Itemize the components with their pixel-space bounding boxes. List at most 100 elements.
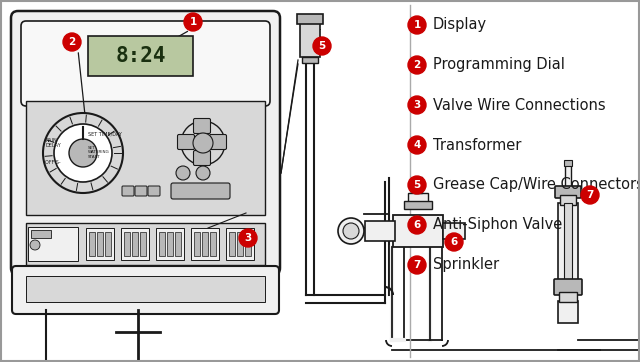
Bar	[300, 22, 320, 57]
Text: SET
WATERING
START: SET WATERING START	[88, 146, 109, 159]
Bar	[443, 223, 465, 239]
Text: 7: 7	[413, 260, 420, 270]
Bar	[26, 276, 265, 302]
Circle shape	[69, 139, 97, 167]
Circle shape	[30, 240, 40, 250]
Circle shape	[54, 124, 112, 182]
Circle shape	[184, 13, 202, 31]
Circle shape	[408, 176, 426, 194]
Bar	[124, 232, 130, 256]
FancyBboxPatch shape	[209, 135, 227, 150]
Text: RAIN
DELAY: RAIN DELAY	[45, 138, 61, 148]
Text: 5: 5	[413, 180, 420, 190]
Text: 5: 5	[318, 41, 326, 51]
Circle shape	[408, 16, 426, 34]
FancyBboxPatch shape	[122, 186, 134, 196]
Bar	[297, 14, 323, 24]
Text: 6: 6	[451, 237, 458, 247]
Bar	[26, 101, 265, 215]
Text: 8:24: 8:24	[115, 46, 166, 66]
FancyBboxPatch shape	[171, 183, 230, 199]
FancyBboxPatch shape	[11, 11, 280, 275]
Bar	[175, 232, 181, 256]
Bar	[245, 232, 251, 256]
Text: Sprinkler: Sprinkler	[433, 257, 499, 273]
Bar	[565, 165, 571, 187]
Text: Transformer: Transformer	[433, 138, 522, 152]
Bar	[302, 57, 318, 63]
Bar	[105, 232, 111, 256]
Bar	[408, 193, 428, 203]
FancyBboxPatch shape	[193, 151, 211, 165]
Circle shape	[408, 256, 426, 274]
Circle shape	[408, 96, 426, 114]
Circle shape	[408, 136, 426, 154]
FancyBboxPatch shape	[21, 21, 270, 106]
Bar	[558, 301, 578, 323]
Circle shape	[193, 133, 213, 153]
Bar	[31, 230, 51, 238]
Bar	[86, 228, 114, 260]
Text: Grease Cap/Wire Connectors: Grease Cap/Wire Connectors	[433, 177, 640, 193]
Bar	[159, 232, 165, 256]
Text: Display: Display	[433, 17, 487, 33]
Bar	[167, 232, 173, 256]
Text: Anti-Siphon Valve: Anti-Siphon Valve	[433, 218, 563, 232]
Circle shape	[239, 229, 257, 247]
Bar	[365, 221, 395, 241]
Circle shape	[196, 166, 210, 180]
Circle shape	[445, 233, 463, 251]
Bar	[564, 203, 572, 283]
Text: Programming Dial: Programming Dial	[433, 58, 565, 72]
Text: 7: 7	[586, 190, 594, 200]
Bar	[226, 228, 254, 260]
Bar	[393, 215, 443, 247]
Text: 3: 3	[244, 233, 252, 243]
Circle shape	[181, 121, 225, 165]
Circle shape	[343, 223, 359, 239]
Circle shape	[313, 37, 331, 55]
FancyBboxPatch shape	[177, 135, 195, 150]
Text: 4: 4	[413, 140, 420, 150]
Bar	[88, 36, 193, 76]
Bar	[559, 292, 577, 302]
Bar	[237, 232, 243, 256]
FancyBboxPatch shape	[135, 186, 147, 196]
FancyBboxPatch shape	[12, 266, 279, 314]
Bar	[140, 232, 146, 256]
Text: 2: 2	[413, 60, 420, 70]
FancyBboxPatch shape	[554, 279, 582, 295]
Bar	[26, 223, 265, 265]
Bar	[191, 228, 219, 260]
Text: SET TIME/DAY: SET TIME/DAY	[88, 131, 122, 136]
Bar	[28, 227, 78, 261]
Circle shape	[408, 216, 426, 234]
FancyBboxPatch shape	[148, 186, 160, 196]
FancyBboxPatch shape	[193, 118, 211, 134]
Text: 6: 6	[413, 220, 420, 230]
Circle shape	[408, 56, 426, 74]
Bar	[156, 228, 184, 260]
Text: 3: 3	[413, 100, 420, 110]
Text: 1: 1	[413, 20, 420, 30]
Bar	[202, 232, 208, 256]
Bar	[97, 232, 103, 256]
Bar	[560, 195, 576, 205]
Bar	[404, 201, 432, 209]
Text: 2: 2	[68, 37, 76, 47]
Circle shape	[581, 186, 599, 204]
Bar	[89, 232, 95, 256]
Bar	[564, 160, 572, 166]
Bar	[229, 232, 235, 256]
Bar	[414, 177, 422, 193]
Bar	[210, 232, 216, 256]
Bar	[194, 232, 200, 256]
Circle shape	[176, 166, 190, 180]
Text: 1: 1	[189, 17, 196, 27]
Bar	[132, 232, 138, 256]
Text: OFF S-: OFF S-	[45, 160, 61, 165]
Circle shape	[43, 113, 123, 193]
Bar	[121, 228, 149, 260]
Circle shape	[63, 33, 81, 51]
Bar	[558, 203, 578, 283]
